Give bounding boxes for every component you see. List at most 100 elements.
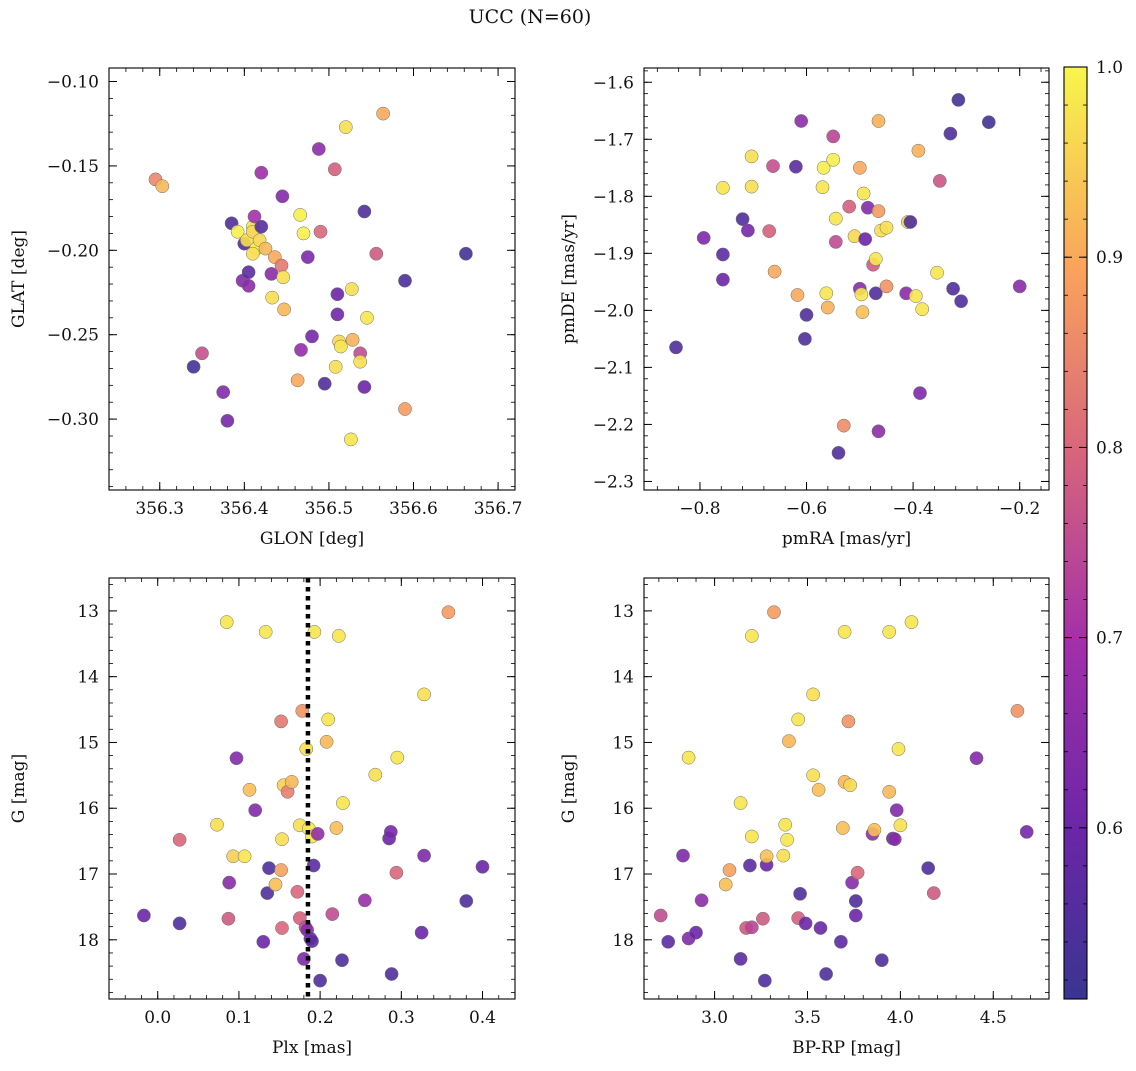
y-axis-label: G [mag] [9, 754, 29, 823]
scatter-point [229, 751, 244, 766]
y-tick-label: 13 [612, 602, 634, 622]
scatter-point [230, 224, 245, 239]
scatter-point [277, 302, 291, 317]
scatter-point [297, 952, 311, 966]
scatter-point [1012, 279, 1027, 294]
y-tick-label: −1.6 [593, 73, 634, 93]
scatter-point [981, 115, 996, 130]
scatter-point [459, 894, 474, 908]
scatter-point [722, 863, 737, 877]
x-tick-label: 0.4 [469, 1008, 496, 1028]
scatter-point [653, 908, 668, 923]
scatter-point [911, 143, 926, 158]
scatter-point [782, 734, 796, 748]
scatter-point [274, 714, 288, 729]
x-tick-label: 356.5 [305, 499, 354, 519]
scatter-point [219, 615, 234, 629]
scatter-point [733, 796, 748, 810]
scatter-point [828, 211, 843, 226]
x-axis-label: pmRA [mas/yr] [782, 529, 911, 549]
scatter-point [275, 832, 289, 847]
y-tick-label: −2.0 [593, 301, 634, 321]
scatter-point [357, 204, 372, 219]
scatter-point [260, 886, 275, 900]
scatter-point [815, 180, 830, 195]
scatter-point [819, 286, 834, 301]
axes-frame [108, 577, 516, 1000]
scatter-point [826, 152, 841, 167]
scatter-point [221, 911, 236, 926]
scatter-point [327, 162, 342, 177]
scatter-point [874, 953, 889, 968]
scatter-point [335, 953, 349, 968]
scatter-point [661, 934, 676, 949]
scatter-point [258, 241, 273, 256]
scatter-point [241, 265, 256, 280]
scatter-point [237, 849, 252, 864]
scatter-point [1019, 825, 1034, 839]
y-axis-label: pmDE [mas/yr] [559, 214, 579, 344]
x-tick-label: 0.0 [144, 1008, 171, 1028]
scatter-point [743, 858, 757, 873]
scatter-point [871, 204, 886, 218]
scatter-point [930, 265, 944, 280]
scatter-point [338, 120, 353, 134]
scatter-point [313, 973, 327, 988]
scatter-point [195, 346, 209, 361]
scatter-point [210, 817, 224, 832]
scatter-point [248, 803, 263, 818]
panel-plx-g: 0.0 0.1 0.2 0.3 0.4 13 14 15 16 17 18 Plx [mas] G [m… [9, 577, 516, 1058]
scatter-point [310, 827, 325, 841]
scatter-point [762, 224, 777, 238]
scatter-point [220, 413, 235, 428]
scatter-point [868, 286, 883, 301]
scatter-point [384, 967, 399, 981]
scatter-point [843, 778, 858, 793]
scatter-point [835, 821, 850, 835]
scatter-point [716, 272, 730, 287]
y-tick-label: −1.9 [593, 244, 634, 264]
scatter-point [778, 817, 793, 832]
scatter-point [852, 160, 867, 175]
scatter-point [186, 359, 201, 374]
scatter-point [222, 875, 237, 890]
scatter-point [459, 246, 473, 261]
scatter-point [848, 908, 863, 923]
scatter-point [806, 768, 820, 783]
x-tick-label: 4.0 [887, 1008, 914, 1028]
scatter-point [798, 332, 812, 346]
figure-title: UCC (N=60) [468, 6, 592, 28]
scatter-point [891, 742, 906, 756]
scatter-point [932, 174, 947, 188]
scatter-point [799, 308, 814, 322]
x-tick-label: −0.6 [786, 499, 827, 519]
y-tick-label: −0.10 [47, 73, 99, 93]
y-tick-label: 15 [612, 733, 634, 753]
scatter-point [856, 186, 871, 201]
scatter-point [296, 226, 311, 241]
scatter-point [245, 246, 260, 261]
scatter-point [744, 629, 759, 643]
x-tick-label: 0.2 [307, 1008, 334, 1028]
scatter-point [398, 402, 412, 416]
scatter-point [834, 934, 848, 949]
scatter-point [689, 925, 703, 940]
scatter-point [744, 179, 759, 194]
scatter-point [969, 751, 984, 766]
scatter-point [325, 907, 340, 921]
x-tick-label: 356.7 [474, 499, 523, 519]
scatter-point [915, 302, 930, 317]
scatter-point [882, 625, 897, 639]
scatter-point [330, 287, 345, 302]
colorbar-tick-label: 0.7 [1096, 629, 1123, 649]
x-tick-label: 4.5 [980, 1008, 1007, 1028]
scatter-point [357, 380, 372, 394]
axes-frame [108, 67, 516, 491]
x-axis-label: GLON [deg] [260, 529, 364, 549]
scatter-point [811, 782, 826, 797]
scatter-point [242, 782, 257, 797]
scatter-point [951, 93, 966, 107]
scatter-point [398, 273, 412, 288]
scatter-point [841, 714, 856, 729]
x-tick-label: 3.0 [701, 1008, 728, 1028]
